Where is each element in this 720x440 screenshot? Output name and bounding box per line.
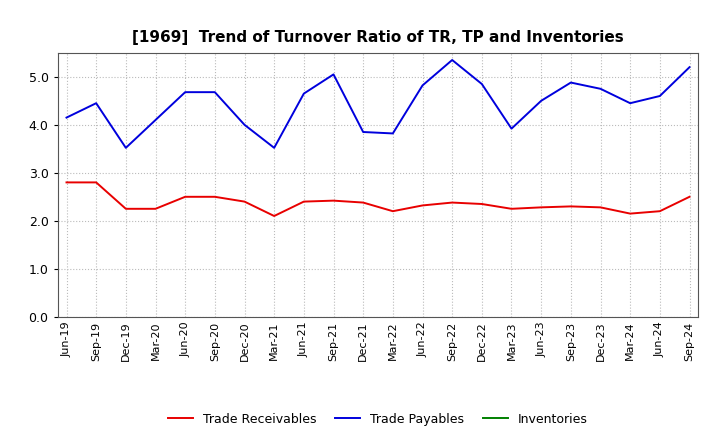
Trade Receivables bbox=[151, 206, 160, 212]
Trade Payables bbox=[567, 80, 575, 85]
Trade Payables bbox=[300, 91, 308, 96]
Trade Receivables bbox=[685, 194, 694, 199]
Trade Receivables bbox=[626, 211, 634, 216]
Trade Payables bbox=[477, 81, 486, 87]
Trade Receivables bbox=[567, 204, 575, 209]
Trade Receivables bbox=[300, 199, 308, 204]
Trade Payables bbox=[122, 145, 130, 150]
Trade Payables bbox=[329, 72, 338, 77]
Trade Receivables bbox=[210, 194, 219, 199]
Trade Payables bbox=[151, 117, 160, 123]
Trade Receivables bbox=[418, 203, 427, 208]
Trade Receivables bbox=[329, 198, 338, 203]
Trade Payables bbox=[596, 86, 605, 92]
Trade Payables bbox=[537, 98, 546, 103]
Trade Receivables bbox=[596, 205, 605, 210]
Trade Payables bbox=[626, 101, 634, 106]
Trade Payables bbox=[685, 65, 694, 70]
Trade Payables bbox=[389, 131, 397, 136]
Trade Receivables bbox=[62, 180, 71, 185]
Trade Receivables bbox=[240, 199, 249, 204]
Trade Payables bbox=[270, 145, 279, 150]
Trade Receivables bbox=[655, 209, 664, 214]
Trade Payables bbox=[418, 83, 427, 88]
Trade Payables bbox=[240, 122, 249, 128]
Trade Payables bbox=[62, 115, 71, 120]
Line: Trade Payables: Trade Payables bbox=[66, 60, 690, 148]
Trade Receivables bbox=[507, 206, 516, 212]
Trade Receivables bbox=[477, 202, 486, 207]
Trade Payables bbox=[655, 93, 664, 99]
Trade Receivables bbox=[359, 200, 367, 205]
Legend: Trade Receivables, Trade Payables, Inventories: Trade Receivables, Trade Payables, Inven… bbox=[163, 407, 593, 430]
Trade Receivables bbox=[537, 205, 546, 210]
Title: [1969]  Trend of Turnover Ratio of TR, TP and Inventories: [1969] Trend of Turnover Ratio of TR, TP… bbox=[132, 29, 624, 45]
Trade Receivables bbox=[181, 194, 189, 199]
Trade Payables bbox=[359, 129, 367, 135]
Trade Receivables bbox=[448, 200, 456, 205]
Trade Payables bbox=[507, 126, 516, 131]
Trade Payables bbox=[448, 57, 456, 62]
Trade Receivables bbox=[270, 213, 279, 219]
Trade Payables bbox=[92, 101, 101, 106]
Trade Payables bbox=[181, 89, 189, 95]
Trade Receivables bbox=[389, 209, 397, 214]
Trade Payables bbox=[210, 89, 219, 95]
Trade Receivables bbox=[92, 180, 101, 185]
Trade Receivables bbox=[122, 206, 130, 212]
Line: Trade Receivables: Trade Receivables bbox=[66, 183, 690, 216]
